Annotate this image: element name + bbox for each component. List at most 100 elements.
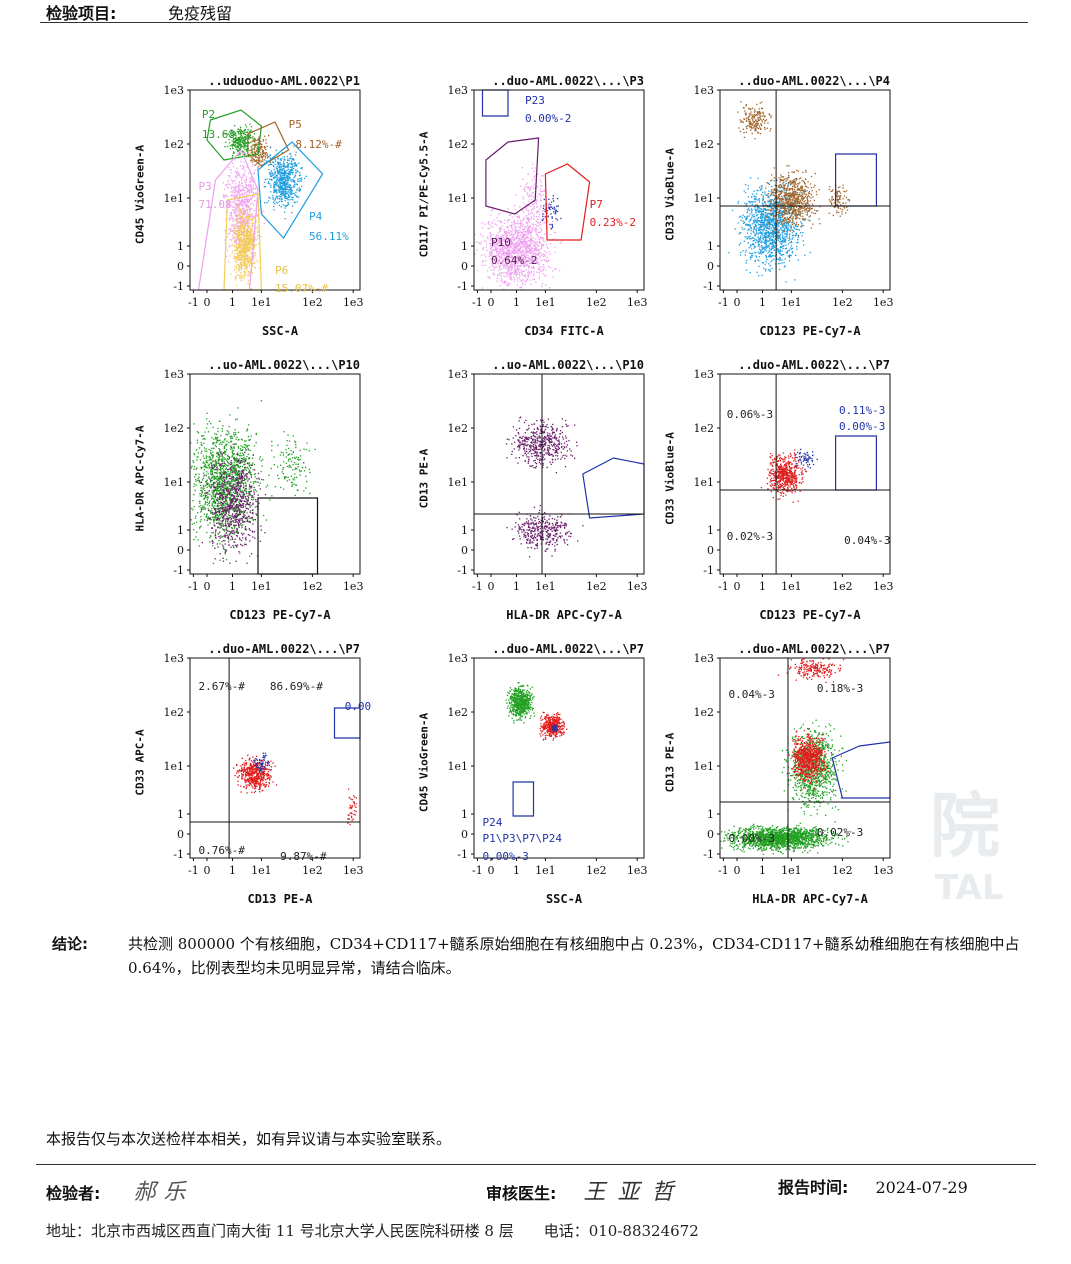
x-tick-label: 1e2 xyxy=(832,296,853,309)
gate-label: P7 xyxy=(590,198,603,211)
divider xyxy=(36,1164,1036,1165)
flow-plot: ..uo-AML.0022\...\P10 HLA-DR APC-Cy7-A CD1… xyxy=(414,352,674,622)
phone: 电话：010-88324672 xyxy=(543,1222,699,1240)
x-tick-label: 1 xyxy=(759,864,766,877)
gate-label: 9.87%-# xyxy=(280,850,327,863)
y-tick-label: 1e1 xyxy=(693,476,714,489)
event-dots xyxy=(219,123,307,291)
scatter-plot: 1e3 1e2 1e1 1 0 -1 -1 0 1 1e1 1e2 1e3 0.04%-3 0.18%-3… xyxy=(693,652,894,877)
report-header: 检验项目: 免疫残留 xyxy=(40,0,1028,23)
gate-label: 0.06%-3 xyxy=(727,408,773,421)
y-tick-label: 1e2 xyxy=(163,422,184,435)
y-tick-label: 1 xyxy=(707,808,714,821)
x-tick-label: -1 xyxy=(718,296,729,309)
x-tick-label: 0 xyxy=(204,296,211,309)
gate-label: 8.12%-# xyxy=(295,138,342,151)
gate-label: P2 xyxy=(202,108,215,121)
y-tick-label: -1 xyxy=(457,848,468,861)
x-tick-label: -1 xyxy=(718,864,729,877)
x-tick-label: 1e3 xyxy=(343,864,364,877)
gate-label: 2.67%-# xyxy=(199,680,246,693)
scatter-plot: 1e3 1e2 1e1 1 0 -1 -1 0 1 1e1 1e2 1e3 P24 P1\P3\P7\P2… xyxy=(447,652,648,877)
x-tick-label: 1e1 xyxy=(781,580,802,593)
gate-outline xyxy=(257,497,319,575)
x-tick-label: 1e2 xyxy=(302,296,323,309)
gate-label: P23 xyxy=(525,94,545,107)
y-tick-label: 0 xyxy=(177,260,184,273)
gate-outline xyxy=(485,137,540,215)
y-tick-label: -1 xyxy=(703,848,714,861)
plot-frame xyxy=(473,657,645,859)
x-tick-label: 1e1 xyxy=(535,296,556,309)
y-tick-label: 0 xyxy=(177,544,184,557)
plot-frame xyxy=(189,89,361,291)
gate-label: P3 xyxy=(199,180,212,193)
gate-label: 0.00%-3 xyxy=(483,850,529,863)
gate-outline xyxy=(835,435,877,491)
y-tick-label: 1 xyxy=(707,240,714,253)
x-axis-label: HLA-DR APC-Cy7-A xyxy=(752,892,868,906)
x-tick-label: 1e2 xyxy=(586,296,607,309)
x-tick-label: -1 xyxy=(472,864,483,877)
scatter-plot: 1e3 1e2 1e1 1 0 -1 -1 0 1 1e1 1e2 1e3 xyxy=(693,84,893,309)
gate-label: 0.11%-3 xyxy=(839,404,885,417)
y-tick-label: 1e3 xyxy=(693,652,714,665)
plot-title: ..duo-AML.0022\...\P7 xyxy=(738,358,890,372)
x-tick-label: 1 xyxy=(513,864,520,877)
flow-plot: ..uduoduo-AML.0022\P1 SSC-A CD45 VioGreen-… xyxy=(130,68,390,338)
y-tick-label: 0 xyxy=(707,544,714,557)
y-tick-label: 1e3 xyxy=(447,368,468,381)
gate-label: 0.04%-3 xyxy=(729,688,775,701)
x-axis-label: HLA-DR APC-Cy7-A xyxy=(506,608,622,622)
gate-outline xyxy=(481,89,509,117)
x-tick-label: 0 xyxy=(488,296,495,309)
x-tick-label: 1 xyxy=(759,580,766,593)
reviewer-signature: 王亚哲 xyxy=(583,1180,686,1205)
x-axis-label: CD13 PE-A xyxy=(247,892,313,906)
x-axis-label: SSC-A xyxy=(545,892,583,906)
plot-title: ..duo-AML.0022\...\P7 xyxy=(208,642,360,656)
address-line: 地址：北京市西城区西直门南大街 11 号北京大学人民医院科研楼 8 层 电话：01… xyxy=(46,1220,699,1241)
event-dots xyxy=(720,658,852,856)
gate-outline xyxy=(835,153,877,207)
y-tick-label: 1e3 xyxy=(693,84,714,97)
gate-label: 0.76%-# xyxy=(199,844,246,857)
y-tick-label: 1 xyxy=(461,808,468,821)
gate-outline xyxy=(206,109,263,161)
y-tick-label: 1e1 xyxy=(447,476,468,489)
plot-frame xyxy=(719,657,891,859)
x-tick-label: 1e3 xyxy=(873,864,894,877)
disclaimer: 本报告仅与本次送检样本相关，如有异议请与本实验室联系。 xyxy=(46,1130,452,1148)
y-tick-label: 1e2 xyxy=(447,138,468,151)
gate-label: P5 xyxy=(289,118,302,131)
flow-plot: ..duo-AML.0022\...\P7 HLA-DR APC-Cy7-A CD1… xyxy=(660,636,920,906)
reviewer-label: 审核医生: xyxy=(486,1184,557,1203)
x-tick-label: 1e3 xyxy=(343,580,364,593)
event-dots xyxy=(760,448,818,503)
y-tick-label: 1 xyxy=(707,524,714,537)
flow-plot: ..duo-AML.0022\...\P7 SSC-A CD45 VioGreen-… xyxy=(414,636,674,906)
reviewer: 审核医生: 王亚哲 xyxy=(486,1174,686,1206)
y-tick-label: 1e1 xyxy=(447,760,468,773)
y-tick-label: 1e1 xyxy=(163,760,184,773)
x-tick-label: 1e1 xyxy=(251,296,272,309)
gate-label: P1\P3\P7\P24 xyxy=(483,832,563,845)
y-tick-label: 1e2 xyxy=(163,706,184,719)
x-tick-label: 1 xyxy=(513,296,520,309)
y-tick-label: 0 xyxy=(177,828,184,841)
event-dots xyxy=(232,752,358,826)
x-tick-label: 1e2 xyxy=(586,580,607,593)
x-tick-label: 0 xyxy=(488,864,495,877)
event-dots xyxy=(190,400,316,565)
y-tick-label: 1e3 xyxy=(163,368,184,381)
plot-title: ..duo-AML.0022\...\P7 xyxy=(738,642,890,656)
event-dots xyxy=(474,163,563,290)
x-tick-label: 1e2 xyxy=(302,864,323,877)
gate-label: P6 xyxy=(275,264,288,277)
report-time-value: 2024-07-29 xyxy=(875,1178,968,1197)
x-tick-label: 1e3 xyxy=(627,864,648,877)
x-tick-label: 1e3 xyxy=(873,580,894,593)
plot-frame xyxy=(473,373,645,575)
examiner-label: 检验者: xyxy=(46,1184,101,1203)
gate-label: 86.69%-# xyxy=(270,680,323,693)
